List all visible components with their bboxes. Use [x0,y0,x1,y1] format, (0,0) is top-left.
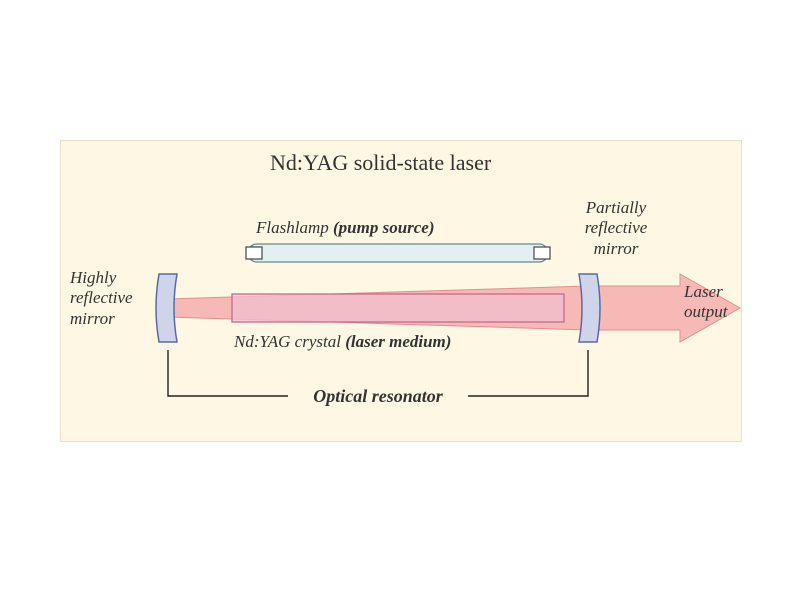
left-mirror-label-line3: mirror [70,309,115,328]
partially-reflective-mirror [579,274,600,342]
crystal-label: Nd:YAG crystal (laser medium) [234,332,451,352]
flashlamp-label-plain: Flashlamp [256,218,333,237]
figure-canvas: Nd:YAG solid-state laser Highly reflecti… [0,0,800,600]
right-mirror-label-line3: mirror [594,239,639,258]
crystal-label-plain: Nd:YAG crystal [234,332,345,351]
figure-title: Nd:YAG solid-state laser [270,150,491,176]
laser-output-label: Laser output [684,282,727,323]
optical-resonator-label: Optical resonator [293,386,463,408]
left-mirror-label-line2: reflective [70,288,133,307]
left-mirror-label: Highly reflective mirror [70,268,133,329]
right-mirror-label-line1: Partially [586,198,646,217]
right-mirror-label: Partially reflective mirror [566,198,666,259]
laser-output-label-line2: output [684,302,727,321]
crystal-label-bold: (laser medium) [345,332,451,351]
laser-output-label-line1: Laser [684,282,723,301]
gain-medium-crystal [232,294,564,322]
flashlamp-label-bold: (pump source) [333,218,435,237]
right-mirror-label-line2: reflective [585,218,648,237]
flashlamp-label: Flashlamp (pump source) [256,218,435,238]
left-mirror-label-line1: Highly [70,268,116,287]
highly-reflective-mirror [156,274,177,342]
flashlamp-pump-source [246,244,550,262]
